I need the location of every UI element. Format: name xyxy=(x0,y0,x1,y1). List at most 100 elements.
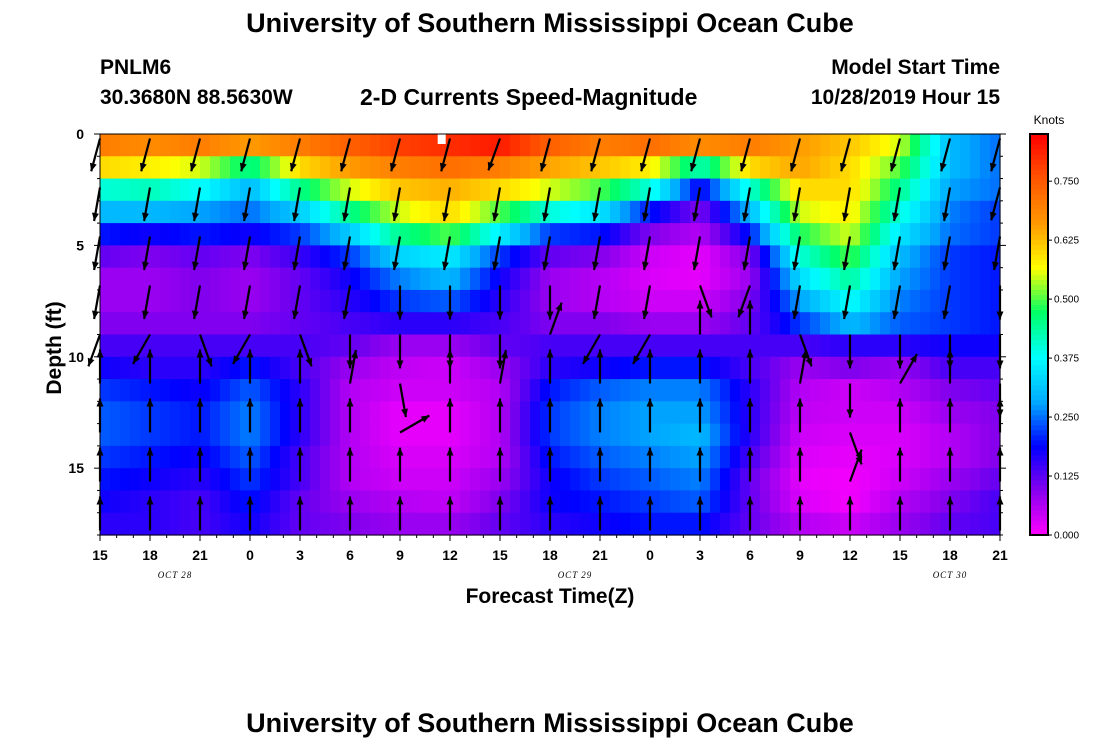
current-arrow xyxy=(696,447,704,482)
colorbar-band xyxy=(1030,164,1048,170)
heatmap-cell xyxy=(560,312,571,336)
heatmap-cell xyxy=(390,356,401,380)
heatmap-cell xyxy=(650,223,661,246)
heatmap-cell xyxy=(220,423,231,447)
heatmap-cell xyxy=(830,401,841,425)
heatmap-cell xyxy=(810,468,821,492)
heatmap-cell xyxy=(810,379,821,402)
arrow-head xyxy=(696,300,704,309)
arrow-head xyxy=(592,212,599,221)
heatmap-cell xyxy=(160,245,171,269)
heatmap-cell xyxy=(960,245,971,269)
heatmap-cell xyxy=(260,289,271,313)
heatmap-cell xyxy=(130,245,141,269)
heatmap-cell xyxy=(740,245,751,269)
heatmap-cell xyxy=(670,245,681,269)
heatmap-cell xyxy=(640,423,651,447)
heatmap-cell xyxy=(940,245,951,269)
heatmap-cell xyxy=(790,445,801,469)
heatmap-cell xyxy=(100,512,111,536)
heatmap-cell xyxy=(770,445,781,469)
heatmap-cell xyxy=(530,401,541,425)
heatmap-cell xyxy=(270,134,281,157)
heatmap-cell xyxy=(330,200,341,224)
colorbar-tick-label: 0.250 xyxy=(1054,413,1079,424)
heatmap-cell xyxy=(640,334,651,358)
heatmap-cell xyxy=(880,356,891,380)
heatmap-cell xyxy=(110,134,121,157)
heatmap-cell xyxy=(360,468,371,492)
heatmap-cell xyxy=(880,134,891,157)
heatmap-cell xyxy=(280,289,291,313)
heatmap-cell xyxy=(160,178,171,202)
heatmap-cell xyxy=(930,156,941,180)
heatmap-cell xyxy=(750,356,761,380)
heatmap-cell xyxy=(910,334,921,358)
heatmap-cell xyxy=(400,134,411,157)
heatmap-cell xyxy=(880,468,891,492)
heatmap-cell xyxy=(660,267,671,291)
heatmap-cell xyxy=(550,512,561,536)
heatmap-cell xyxy=(240,512,251,536)
current-arrow xyxy=(692,236,702,271)
heatmap-cell xyxy=(450,468,461,492)
heatmap-cell xyxy=(390,223,401,246)
heatmap-cell xyxy=(760,200,771,224)
heatmap-cell xyxy=(860,134,871,157)
current-arrow xyxy=(642,187,652,222)
heatmap-cell xyxy=(440,223,451,246)
heatmap-cell xyxy=(790,267,801,291)
heatmap-cell xyxy=(510,289,521,313)
heatmap-cell xyxy=(760,512,771,536)
heatmap-cell xyxy=(810,178,821,202)
heatmap-cell xyxy=(120,267,131,291)
heatmap-cell xyxy=(700,490,711,514)
current-arrow xyxy=(739,138,752,172)
heatmap-cell xyxy=(150,401,161,425)
arrow-head xyxy=(855,449,863,459)
current-arrow xyxy=(596,349,604,384)
arrow-head xyxy=(746,398,754,407)
arrow-head xyxy=(342,261,349,270)
current-arrow xyxy=(242,187,252,222)
heatmap-cell xyxy=(110,356,121,380)
heatmap-cell xyxy=(550,200,561,224)
heatmap-cell xyxy=(980,267,991,291)
heatmap-cell xyxy=(860,245,871,269)
heatmap-cell xyxy=(960,312,971,336)
heatmap-cell xyxy=(150,200,161,224)
heatmap-cell xyxy=(830,490,841,514)
heatmap-cell xyxy=(690,245,701,269)
arrow-head xyxy=(633,355,640,364)
heatmap-cell xyxy=(610,334,621,358)
current-arrow xyxy=(646,349,654,384)
heatmap-cell xyxy=(510,334,521,358)
arrow-head xyxy=(846,409,854,418)
current-arrow xyxy=(292,187,302,222)
heatmap-cell xyxy=(610,356,621,380)
heatmap-cell xyxy=(490,178,501,202)
heatmap-cell xyxy=(480,267,491,291)
heatmap-cell xyxy=(380,156,391,180)
heatmap-cell xyxy=(920,401,931,425)
current-arrow xyxy=(132,333,151,365)
heatmap-cell xyxy=(940,356,951,380)
colorbar-band xyxy=(1030,314,1048,321)
colorbar-band xyxy=(1030,184,1048,190)
colorbar-band xyxy=(1030,219,1048,225)
heatmap-cell xyxy=(270,178,281,202)
heatmap-cell xyxy=(590,223,601,246)
heatmap-cell xyxy=(210,334,221,358)
heatmap-cell xyxy=(650,200,661,224)
heatmap-cell xyxy=(130,289,141,313)
arrow-head xyxy=(146,496,154,505)
x-tick-label: 21 xyxy=(192,547,208,563)
heatmap-cell xyxy=(850,379,861,402)
heatmap-cell xyxy=(350,245,361,269)
colorbar-band xyxy=(1030,504,1048,511)
heatmap-cell xyxy=(670,156,681,180)
x-tick-label: 0 xyxy=(646,547,654,563)
heatmap-cell xyxy=(150,512,161,536)
heatmap-cell xyxy=(450,134,461,157)
heatmap-cell xyxy=(190,245,201,269)
